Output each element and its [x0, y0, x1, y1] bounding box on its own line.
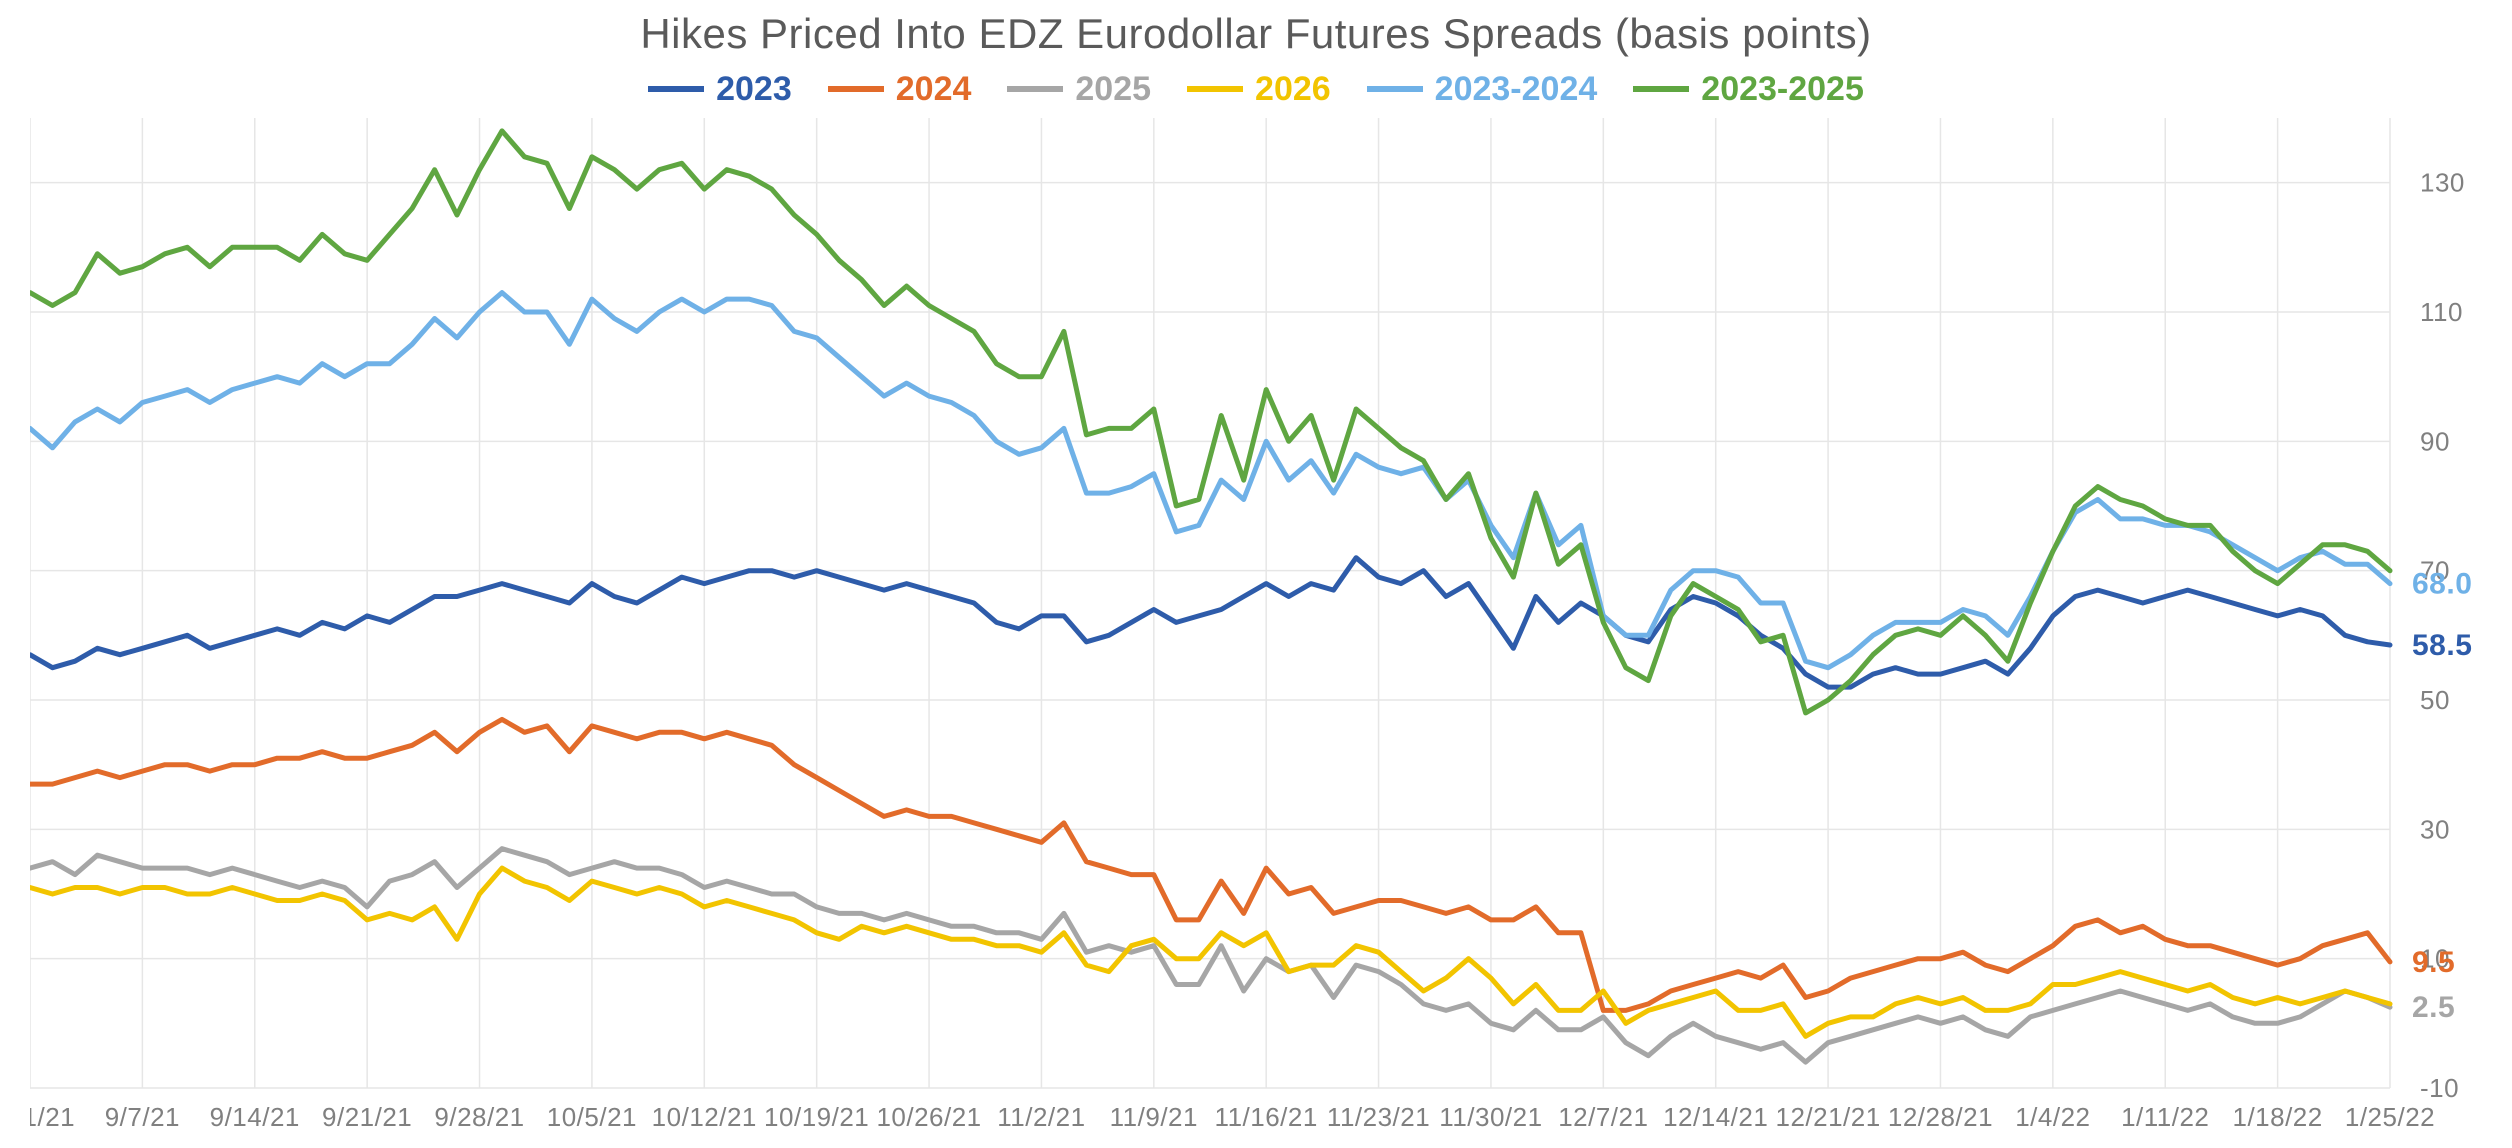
- legend-item-2025: 2025: [1007, 70, 1151, 109]
- x-tick-label: 11/2/21: [997, 1102, 1085, 1132]
- legend-swatch-icon: [1007, 86, 1063, 92]
- x-tick-label: 9/28/21: [434, 1102, 524, 1132]
- series-group: [30, 131, 2390, 1062]
- legend-item-2023-2024: 2023-2024: [1367, 70, 1598, 109]
- x-tick-label: 11/9/21: [1110, 1102, 1198, 1132]
- x-tick-label: 11/30/21: [1439, 1102, 1542, 1132]
- y-tick-label: 30: [2420, 814, 2450, 844]
- y-tick-label: 50: [2420, 685, 2450, 715]
- legend-label: 2023-2025: [1701, 70, 1864, 109]
- y-tick-label: 90: [2420, 426, 2450, 456]
- legend-label: 2023-2024: [1435, 70, 1598, 109]
- end-labels: 58.5 9.5 2.5 68.0: [2412, 568, 2472, 1025]
- legend-label: 2025: [1075, 70, 1151, 109]
- legend-swatch-icon: [1367, 86, 1423, 92]
- x-tick-label: 9/21/21: [322, 1102, 412, 1132]
- legend-label: 2023: [716, 70, 792, 109]
- legend-item-2023: 2023: [648, 70, 792, 109]
- legend-label: 2026: [1255, 70, 1331, 109]
- x-tick-label: 1/4/22: [2015, 1102, 2090, 1132]
- x-tick-label: 9/7/21: [105, 1102, 180, 1132]
- series-2026: [30, 868, 2390, 1036]
- chart-container: Hikes Priced Into EDZ Eurodollar Futures…: [0, 0, 2512, 1148]
- end-label-2025: 2.5: [2412, 991, 2455, 1024]
- plot-area: 8/31/21 9/7/21 9/14/21 9/21/21 9/28/21 10/5/2…: [30, 112, 2510, 1144]
- x-tick-label: 11/16/21: [1215, 1102, 1318, 1132]
- x-tick-label: 12/7/21: [1558, 1102, 1648, 1132]
- x-tick-label: 9/14/21: [210, 1102, 300, 1132]
- x-tick-label: 1/18/22: [2232, 1102, 2322, 1132]
- x-tick-label: 12/28/21: [1888, 1102, 1993, 1132]
- x-tick-label: 11/23/21: [1327, 1102, 1430, 1132]
- legend-swatch-icon: [828, 86, 884, 92]
- legend-label: 2024: [896, 70, 972, 109]
- y-tick-label: 130: [2420, 168, 2465, 198]
- x-tick-label: 10/12/21: [652, 1102, 757, 1132]
- legend-item-2026: 2026: [1187, 70, 1331, 109]
- x-tick-label: 10/19/21: [764, 1102, 869, 1132]
- y-tick-label: -10: [2420, 1073, 2459, 1103]
- legend-swatch-icon: [1633, 86, 1689, 92]
- x-tick-label: 1/25/22: [2345, 1102, 2435, 1132]
- x-tick-label: 1/11/22: [2121, 1102, 2209, 1132]
- legend-item-2023-2025: 2023-2025: [1633, 70, 1864, 109]
- x-tick-label: 8/31/21: [30, 1102, 75, 1132]
- x-axis: 8/31/21 9/7/21 9/14/21 9/21/21 9/28/21 10/5/2…: [30, 1102, 2435, 1132]
- series-2023: [30, 558, 2390, 687]
- legend-item-2024: 2024: [828, 70, 972, 109]
- x-tick-label: 10/5/21: [547, 1102, 637, 1132]
- chart-title: Hikes Priced Into EDZ Eurodollar Futures…: [0, 10, 2512, 58]
- x-tick-label: 12/21/21: [1775, 1102, 1880, 1132]
- x-tick-label: 12/14/21: [1663, 1102, 1768, 1132]
- end-label-2023-2024: 68.0: [2412, 568, 2472, 601]
- x-tick-label: 10/26/21: [876, 1102, 981, 1132]
- series-2023-2025: [30, 131, 2390, 713]
- y-tick-label: 110: [2420, 297, 2463, 327]
- legend-swatch-icon: [648, 86, 704, 92]
- end-label-2024: 9.5: [2412, 946, 2455, 979]
- end-label-2023: 58.5: [2412, 629, 2472, 662]
- legend: 2023 2024 2025 2026 2023-2024 2023-2025: [0, 62, 2512, 109]
- legend-swatch-icon: [1187, 86, 1243, 92]
